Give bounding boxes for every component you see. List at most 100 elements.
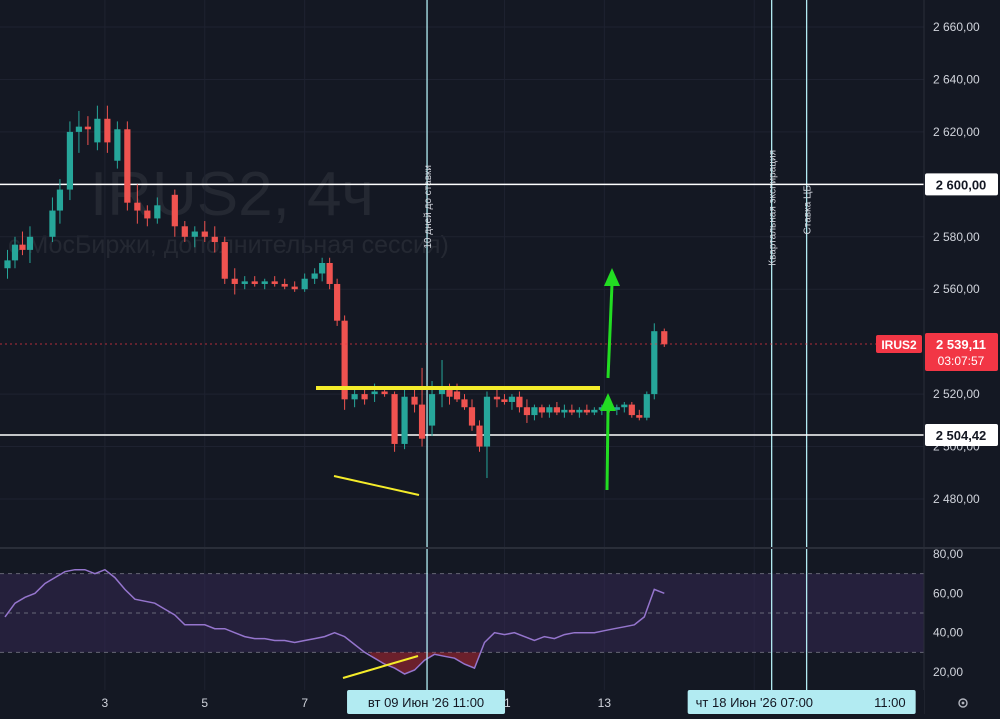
event-date-tag-text: 11:00 xyxy=(874,695,906,710)
candle-body xyxy=(311,273,318,279)
candle-body xyxy=(261,281,268,284)
level-price-tag xyxy=(925,423,998,446)
candle-body xyxy=(326,263,333,284)
candle-body xyxy=(4,260,11,269)
candle-body xyxy=(516,396,523,408)
level-price-tag-text: 2 600,00 xyxy=(936,177,987,192)
candle xyxy=(66,121,74,201)
candle xyxy=(241,276,248,290)
candle xyxy=(613,404,620,416)
rsi-divergence-line[interactable] xyxy=(342,655,419,679)
candle-body xyxy=(446,388,453,397)
last-price-tag-text: 2 539,11 xyxy=(936,337,986,352)
candle xyxy=(351,388,358,408)
countdown-text: 03:07:57 xyxy=(938,354,985,368)
rsi-tick-label: 40,00 xyxy=(933,626,963,640)
candle xyxy=(104,105,111,153)
candle-body xyxy=(84,126,92,130)
candle-body xyxy=(19,244,26,250)
candle-body xyxy=(428,394,436,426)
candle xyxy=(391,391,398,452)
candle xyxy=(341,315,348,410)
annotations[interactable] xyxy=(316,268,620,679)
candle-body xyxy=(453,391,461,400)
candle xyxy=(493,388,501,408)
candle xyxy=(261,278,268,290)
candle-body xyxy=(11,244,19,261)
candle xyxy=(221,236,228,284)
candle-body xyxy=(154,205,161,219)
candle-body xyxy=(438,388,446,395)
candle-body xyxy=(134,202,141,211)
candle xyxy=(523,399,531,423)
candle xyxy=(311,268,318,284)
price-tick-label: 2 620,00 xyxy=(933,125,980,139)
axis-tags: 2 600,00 2 504,42 IRUS2 2 539,11 03:07:57 xyxy=(876,173,998,446)
candle-body xyxy=(56,189,64,211)
candle-body xyxy=(661,331,668,345)
candle xyxy=(411,388,418,413)
candle xyxy=(84,116,92,145)
candle-body xyxy=(411,396,418,405)
event-date-tag-text: вт 09 Июн '26 11:00 xyxy=(368,695,484,710)
candle-body xyxy=(501,399,508,402)
price-grid xyxy=(0,0,924,690)
symbol-tag xyxy=(876,335,922,354)
candle-body xyxy=(319,263,326,274)
event-date-tag xyxy=(687,690,916,714)
candle-body xyxy=(181,226,188,237)
candle xyxy=(26,226,34,263)
candle-body xyxy=(341,320,348,400)
candle-body xyxy=(401,396,408,444)
candle-body xyxy=(636,415,643,418)
candle xyxy=(418,367,426,447)
candle-body xyxy=(241,281,248,284)
candle-body xyxy=(493,396,501,400)
green-arrow-upper[interactable] xyxy=(604,268,620,379)
candle-body xyxy=(49,210,56,237)
candle xyxy=(191,226,198,248)
candle-body xyxy=(191,231,198,237)
candle xyxy=(181,221,188,243)
candle-body xyxy=(591,409,598,413)
candle-body xyxy=(75,126,83,132)
candle xyxy=(281,278,288,290)
green-arrow-lower[interactable] xyxy=(600,393,616,491)
candle xyxy=(231,268,238,295)
candle xyxy=(468,399,476,431)
candle-body xyxy=(553,407,560,413)
candle xyxy=(124,121,131,211)
candle xyxy=(508,394,516,410)
candle-body xyxy=(651,331,658,395)
candle xyxy=(568,404,575,416)
candle-body xyxy=(568,409,575,413)
candle-body xyxy=(538,407,546,413)
event-label: Квартальная экспирация xyxy=(768,150,779,266)
event-date-tag xyxy=(347,690,506,714)
candle xyxy=(628,401,635,418)
candle xyxy=(144,205,151,227)
time-tick-label: 13 xyxy=(598,696,612,710)
settings-icon[interactable] xyxy=(958,698,968,708)
rsi-axis[interactable]: 80,00 60,00 40,00 20,00 xyxy=(933,547,963,679)
price-tick-label: 2 520,00 xyxy=(933,387,980,401)
candle xyxy=(19,231,26,256)
event-label: 10 дней до ставки xyxy=(423,165,434,249)
price-divergence-line[interactable] xyxy=(333,475,420,496)
candle-body xyxy=(561,409,568,413)
candle-body xyxy=(583,409,590,413)
candle xyxy=(643,391,650,421)
horizontal-levels[interactable] xyxy=(0,183,924,436)
candle xyxy=(114,121,121,169)
candle-body xyxy=(391,394,398,444)
candle xyxy=(561,404,568,418)
candle xyxy=(291,281,298,292)
candle xyxy=(553,401,560,416)
candle-body xyxy=(144,210,151,219)
candle-body xyxy=(251,281,258,284)
candle-body xyxy=(211,236,218,243)
candle xyxy=(576,407,583,418)
